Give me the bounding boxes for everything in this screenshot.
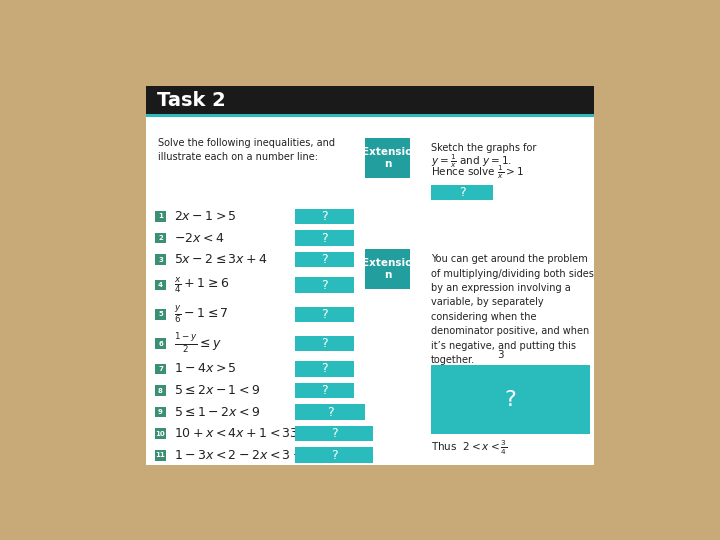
- Text: ?: ?: [321, 279, 328, 292]
- Bar: [295, 336, 354, 351]
- Text: 11: 11: [156, 452, 166, 458]
- Text: $-2x < 4$: $-2x < 4$: [174, 232, 224, 245]
- Text: ?: ?: [321, 210, 328, 223]
- Bar: [155, 338, 166, 349]
- Text: $\frac{y}{6} - 1 \leq 7$: $\frac{y}{6} - 1 \leq 7$: [174, 303, 228, 325]
- Text: $2x - 1 > 5$: $2x - 1 > 5$: [174, 210, 237, 223]
- Bar: [145, 114, 594, 117]
- Text: ?: ?: [330, 427, 338, 440]
- Text: ?: ?: [321, 362, 328, 375]
- Text: ?: ?: [321, 308, 328, 321]
- Bar: [295, 404, 365, 420]
- Bar: [145, 86, 594, 114]
- Text: 6: 6: [158, 341, 163, 347]
- Bar: [295, 307, 354, 322]
- Text: ?: ?: [321, 337, 328, 350]
- Bar: [155, 233, 166, 244]
- Text: ?: ?: [330, 449, 338, 462]
- Bar: [365, 138, 410, 178]
- Bar: [295, 209, 354, 224]
- Text: You can get around the problem
of multiplying/dividing both sides
by an expressi: You can get around the problem of multip…: [431, 254, 594, 380]
- Bar: [295, 383, 354, 398]
- Bar: [155, 385, 166, 396]
- Text: Sketch the graphs for: Sketch the graphs for: [431, 143, 536, 153]
- Bar: [155, 254, 166, 265]
- Text: ?: ?: [321, 232, 328, 245]
- Bar: [295, 278, 354, 293]
- Text: $5x - 2 \leq 3x + 4$: $5x - 2 \leq 3x + 4$: [174, 253, 268, 266]
- Text: 9: 9: [158, 409, 163, 415]
- Text: $5 \leq 2x - 1 < 9$: $5 \leq 2x - 1 < 9$: [174, 384, 260, 397]
- Text: Thus  $2 < x < \frac{3}{4}$: Thus $2 < x < \frac{3}{4}$: [431, 439, 508, 457]
- Text: 3: 3: [158, 256, 163, 262]
- Text: 7: 7: [158, 366, 163, 372]
- Text: Task 2: Task 2: [157, 91, 225, 110]
- Bar: [155, 363, 166, 374]
- Bar: [155, 407, 166, 417]
- Bar: [295, 448, 373, 463]
- Text: ?: ?: [459, 186, 465, 199]
- Bar: [295, 231, 354, 246]
- Text: $1 - 4x > 5$: $1 - 4x > 5$: [174, 362, 237, 375]
- Text: 8: 8: [158, 388, 163, 394]
- Text: Extensio
n: Extensio n: [362, 258, 413, 280]
- Text: ?: ?: [321, 253, 328, 266]
- Text: $\frac{1-y}{2} \leq y$: $\frac{1-y}{2} \leq y$: [174, 332, 222, 355]
- Text: Hence solve $\frac{1}{x} > 1$: Hence solve $\frac{1}{x} > 1$: [431, 164, 524, 181]
- Bar: [155, 428, 166, 439]
- Text: $10 + x < 4x + 1 < 33$: $10 + x < 4x + 1 < 33$: [174, 427, 299, 440]
- Text: ?: ?: [505, 390, 516, 410]
- Text: $5 \leq 1 - 2x < 9$: $5 \leq 1 - 2x < 9$: [174, 406, 260, 419]
- Text: Solve the following inequalities, and
illustrate each on a number line:: Solve the following inequalities, and il…: [158, 138, 336, 162]
- Text: $1 - 3x < 2 - 2x < 3 - x$: $1 - 3x < 2 - 2x < 3 - x$: [174, 449, 315, 462]
- Bar: [295, 426, 373, 441]
- Bar: [431, 365, 590, 434]
- Text: 5: 5: [158, 311, 163, 318]
- Bar: [155, 309, 166, 320]
- Text: $y = \frac{1}{x}$ and $y = 1.$: $y = \frac{1}{x}$ and $y = 1.$: [431, 153, 512, 171]
- Text: 2: 2: [158, 235, 163, 241]
- Bar: [295, 252, 354, 267]
- Text: 4: 4: [158, 282, 163, 288]
- Bar: [155, 211, 166, 222]
- Text: 1: 1: [158, 213, 163, 219]
- Bar: [155, 450, 166, 461]
- Bar: [155, 280, 166, 291]
- Bar: [431, 185, 493, 200]
- Text: 3: 3: [498, 350, 504, 360]
- Bar: [145, 86, 594, 465]
- Text: $\frac{x}{4} + 1 \geq 6$: $\frac{x}{4} + 1 \geq 6$: [174, 275, 229, 295]
- Text: ?: ?: [327, 406, 333, 419]
- Bar: [295, 361, 354, 377]
- Bar: [365, 249, 410, 289]
- Text: 10: 10: [156, 430, 166, 437]
- Text: Extensio
n: Extensio n: [362, 147, 413, 169]
- Text: ?: ?: [321, 384, 328, 397]
